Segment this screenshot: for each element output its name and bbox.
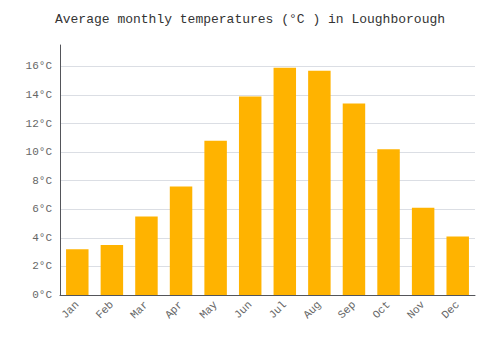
svg-text:Jan: Jan [59, 299, 81, 321]
svg-text:12°C: 12°C [26, 118, 53, 130]
svg-text:10°C: 10°C [26, 146, 53, 158]
svg-text:Mar: Mar [128, 299, 150, 321]
svg-text:8°C: 8°C [32, 175, 52, 187]
svg-text:Jul: Jul [267, 299, 289, 321]
svg-text:14°C: 14°C [26, 89, 53, 101]
svg-text:4°C: 4°C [32, 232, 52, 244]
svg-text:Jun: Jun [232, 299, 254, 321]
svg-text:May: May [197, 298, 220, 321]
svg-text:Apr: Apr [163, 299, 185, 321]
svg-text:6°C: 6°C [32, 203, 52, 215]
svg-text:0°C: 0°C [32, 289, 52, 301]
svg-text:Sep: Sep [336, 299, 358, 321]
svg-text:Average monthly temperatures (: Average monthly temperatures (°C ) in Lo… [55, 12, 445, 27]
svg-text:Dec: Dec [439, 299, 461, 321]
svg-text:Feb: Feb [94, 299, 116, 321]
svg-text:Nov: Nov [405, 298, 428, 321]
svg-text:Oct: Oct [370, 299, 392, 321]
svg-text:2°C: 2°C [32, 260, 52, 272]
svg-text:Aug: Aug [301, 299, 323, 321]
svg-text:16°C: 16°C [26, 60, 53, 72]
